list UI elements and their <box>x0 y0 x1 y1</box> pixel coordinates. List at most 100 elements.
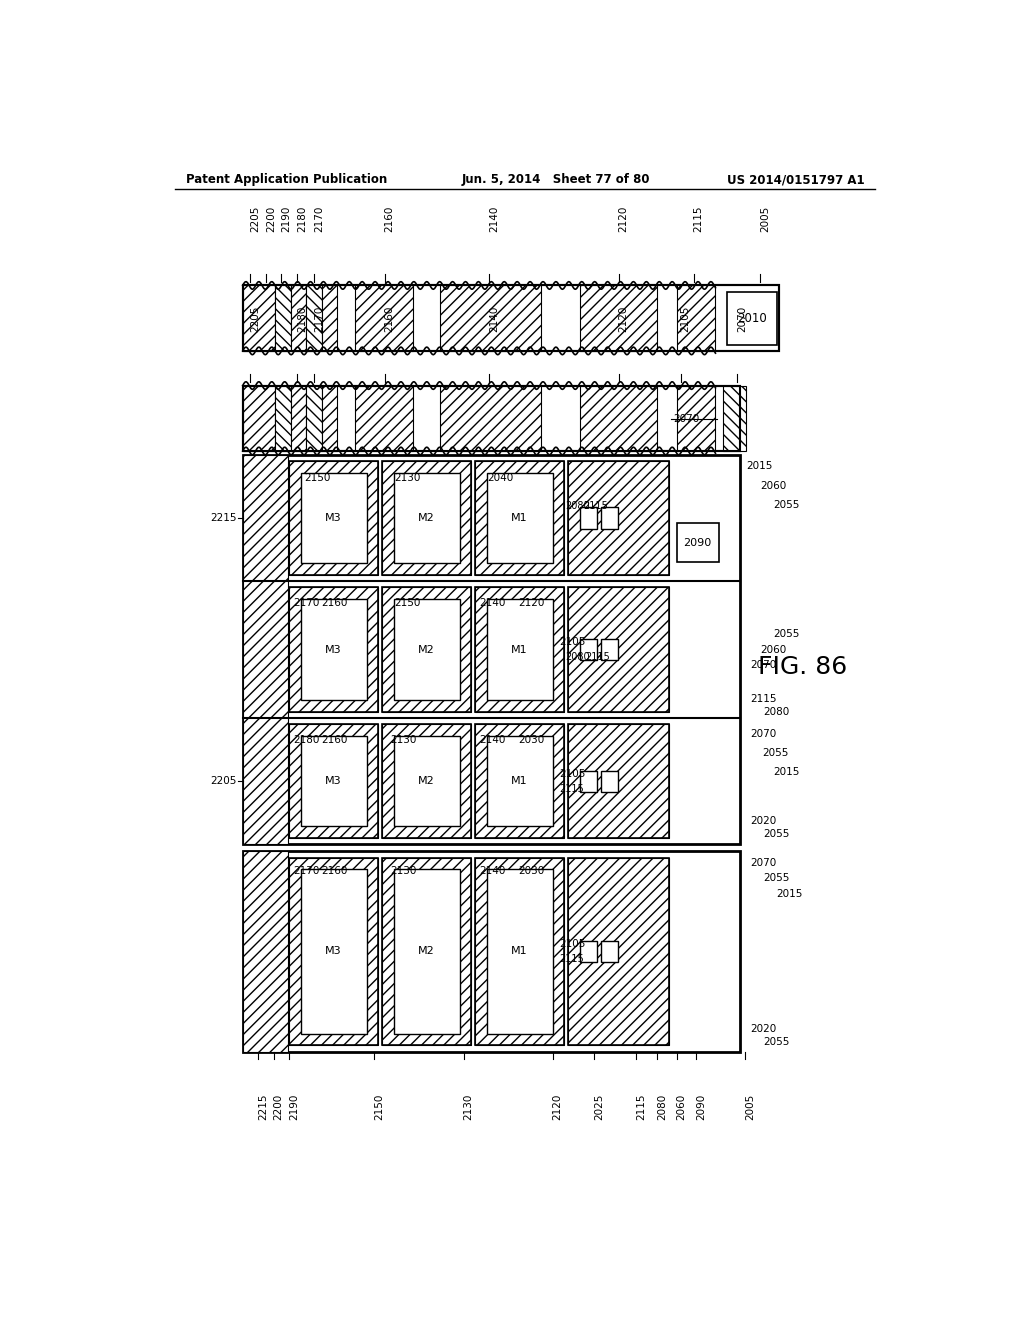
Text: 2070: 2070 <box>673 413 699 424</box>
Bar <box>289 858 378 1045</box>
Text: US 2014/0151797 A1: US 2014/0151797 A1 <box>727 173 864 186</box>
Bar <box>568 725 669 838</box>
Bar <box>568 461 669 576</box>
Text: 2080: 2080 <box>657 1094 668 1121</box>
Bar <box>322 285 337 351</box>
Text: 2115: 2115 <box>560 954 585 964</box>
Text: 2160: 2160 <box>385 305 394 331</box>
Bar <box>580 385 657 451</box>
Text: 2190: 2190 <box>289 1094 299 1121</box>
Bar <box>275 385 291 451</box>
Bar <box>475 461 564 576</box>
Text: 2205: 2205 <box>251 305 260 331</box>
Text: 2060: 2060 <box>761 644 786 655</box>
Text: 2080: 2080 <box>565 652 590 663</box>
Bar <box>355 285 414 351</box>
Bar <box>677 285 716 351</box>
Text: 2140: 2140 <box>479 866 506 875</box>
Text: 2055: 2055 <box>764 1038 790 1047</box>
Text: M1: M1 <box>511 776 527 787</box>
Text: 2115: 2115 <box>560 784 585 795</box>
Text: M2: M2 <box>418 644 435 655</box>
Text: 2055: 2055 <box>762 748 788 758</box>
Bar <box>475 461 564 576</box>
Bar <box>475 587 564 711</box>
Bar <box>382 461 471 576</box>
Text: 2200: 2200 <box>266 206 275 231</box>
Text: 2030: 2030 <box>518 735 544 744</box>
Text: M1: M1 <box>511 946 527 957</box>
Text: 2180: 2180 <box>297 305 307 331</box>
Bar <box>289 461 378 576</box>
Bar <box>289 725 378 838</box>
Bar <box>580 941 597 962</box>
Bar <box>289 858 378 1045</box>
Bar <box>243 385 740 451</box>
Text: 2130: 2130 <box>390 866 417 875</box>
Text: 2070: 2070 <box>751 858 776 869</box>
Text: 2015: 2015 <box>773 767 800 777</box>
Text: 2105: 2105 <box>559 768 586 779</box>
Bar <box>291 285 306 351</box>
Text: 2005: 2005 <box>761 206 770 231</box>
Bar <box>677 524 719 562</box>
Text: 2060: 2060 <box>761 480 786 491</box>
Text: M1: M1 <box>511 644 527 655</box>
Text: 2055: 2055 <box>764 874 790 883</box>
Bar <box>601 771 617 792</box>
Text: 2140: 2140 <box>479 598 506 607</box>
Bar <box>289 725 378 838</box>
Text: 2150: 2150 <box>305 473 331 483</box>
Text: 2105: 2105 <box>559 638 586 647</box>
Bar <box>580 285 657 351</box>
Bar <box>394 737 460 826</box>
Text: 2115: 2115 <box>636 1094 646 1121</box>
Bar <box>243 285 779 351</box>
Text: M3: M3 <box>325 776 342 787</box>
Text: 2105: 2105 <box>559 939 586 949</box>
Bar <box>382 461 471 576</box>
Text: 2005: 2005 <box>744 1094 755 1121</box>
Bar <box>289 587 378 711</box>
Text: 2120: 2120 <box>518 598 544 607</box>
Bar <box>243 385 740 451</box>
Text: M3: M3 <box>325 946 342 957</box>
Bar <box>382 587 471 711</box>
Bar <box>601 507 617 529</box>
Text: 2070: 2070 <box>737 305 748 331</box>
Bar <box>486 737 553 826</box>
Text: M2: M2 <box>418 776 435 787</box>
Text: 2020: 2020 <box>751 1023 776 1034</box>
Bar <box>394 599 460 701</box>
Bar <box>727 292 777 345</box>
Text: 2040: 2040 <box>486 473 513 483</box>
Text: 2130: 2130 <box>390 735 417 744</box>
Text: 2150: 2150 <box>394 598 420 607</box>
Text: 2010: 2010 <box>737 312 767 325</box>
Text: M2: M2 <box>418 513 435 523</box>
Bar <box>723 385 746 451</box>
Text: 2180: 2180 <box>297 205 307 231</box>
Text: 2090: 2090 <box>683 537 712 548</box>
Text: 2150: 2150 <box>375 1094 384 1121</box>
Bar <box>486 599 553 701</box>
Text: M1: M1 <box>511 513 527 523</box>
Bar <box>440 285 541 351</box>
Bar <box>291 385 306 451</box>
Bar <box>301 737 367 826</box>
Text: Patent Application Publication: Patent Application Publication <box>186 173 387 186</box>
Bar <box>289 461 378 576</box>
Bar <box>568 858 669 1045</box>
Text: 2070: 2070 <box>751 729 776 739</box>
Bar <box>486 869 553 1034</box>
Text: 2170: 2170 <box>293 866 319 875</box>
Text: 2115: 2115 <box>693 205 703 231</box>
Text: 2130: 2130 <box>464 1094 473 1121</box>
Bar <box>475 858 564 1045</box>
Text: M3: M3 <box>325 513 342 523</box>
Text: 2200: 2200 <box>273 1094 284 1121</box>
Text: 2015: 2015 <box>776 888 802 899</box>
Bar <box>475 725 564 838</box>
Bar <box>243 285 275 351</box>
Text: 2080: 2080 <box>565 502 590 511</box>
